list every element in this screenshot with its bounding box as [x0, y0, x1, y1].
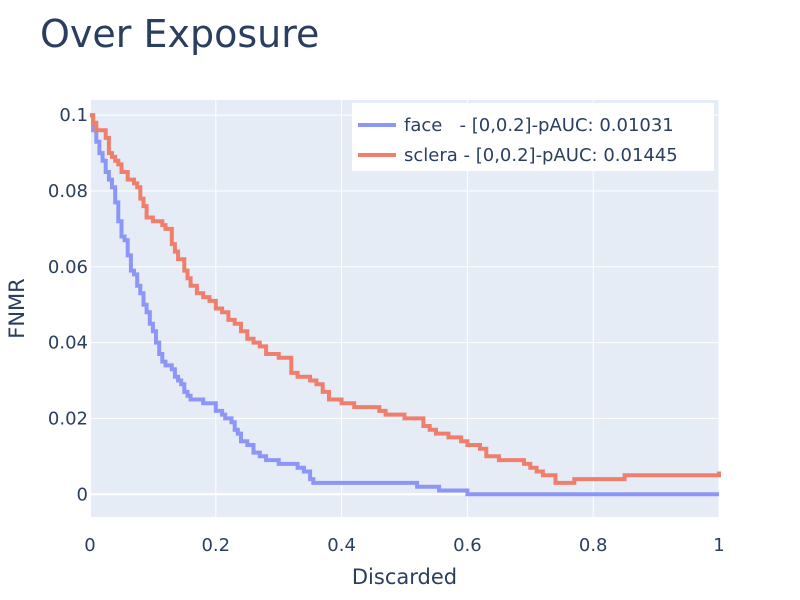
series-layer — [90, 113, 721, 497]
chart-title: Over Exposure — [40, 12, 320, 56]
legend-label-0: face - [0,0.2]-pAUC: 0.01031 — [404, 115, 674, 136]
y-tick-label: 0.04 — [48, 333, 88, 354]
x-tick-label: 1 — [713, 535, 724, 556]
tick-layer: 0 0.2 0.4 0.6 0.8 1 0 0.02 0.04 0.06 0.08 0.1 — [48, 105, 725, 556]
y-tick-label: 0.06 — [48, 257, 88, 278]
x-tick-label: 0.8 — [579, 535, 608, 556]
y-tick-label: 0 — [77, 484, 88, 505]
x-tick-label: 0.4 — [327, 535, 356, 556]
legend-label-1: sclera - [0,0.2]-pAUC: 0.01445 — [404, 145, 678, 166]
y-tick-label: 0.1 — [59, 105, 88, 126]
series-line-0 — [90, 113, 719, 497]
legend: face - [0,0.2]-pAUC: 0.01031 sclera - [0,… — [352, 103, 714, 171]
legend-box — [352, 103, 714, 171]
x-axis-title: Discarded — [352, 565, 457, 589]
x-tick-label: 0.2 — [201, 535, 230, 556]
y-tick-label: 0.02 — [48, 408, 88, 429]
y-axis-title: FNMR — [5, 278, 29, 339]
x-tick-label: 0.6 — [453, 535, 482, 556]
x-tick-label: 0 — [84, 535, 95, 556]
y-tick-label: 0.08 — [48, 181, 88, 202]
grid-layer — [89, 100, 720, 517]
series-line-1 — [90, 113, 721, 485]
